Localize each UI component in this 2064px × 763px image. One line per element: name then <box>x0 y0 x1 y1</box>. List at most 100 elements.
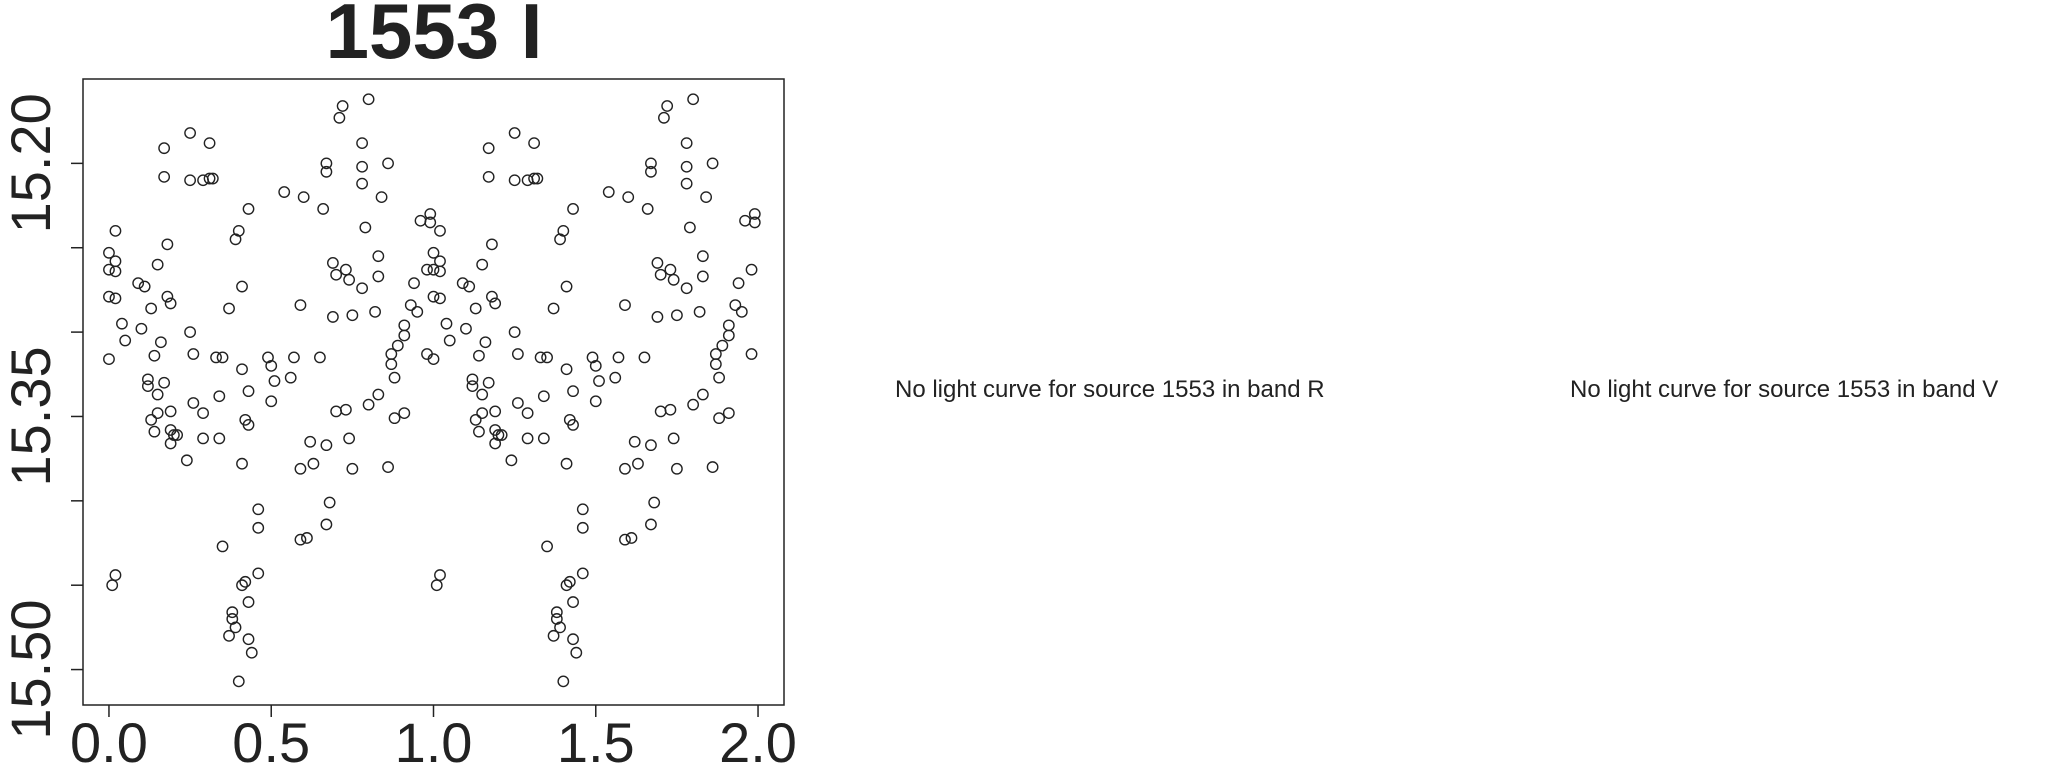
data-point <box>521 432 534 445</box>
data-point <box>537 390 550 403</box>
data-point <box>531 172 544 185</box>
data-point <box>372 388 385 401</box>
data-point <box>745 348 758 360</box>
data-point <box>330 268 343 281</box>
data-point <box>388 412 401 425</box>
data-point <box>252 567 265 580</box>
data-point <box>745 263 758 276</box>
data-point <box>317 203 330 215</box>
data-point <box>245 646 258 659</box>
data-point <box>492 429 505 441</box>
data-point <box>297 191 310 204</box>
data-point <box>700 191 713 204</box>
data-point <box>479 336 492 349</box>
y-axis: 15.20 15.35 15.50 <box>0 93 83 740</box>
data-point <box>414 214 427 227</box>
data-point <box>164 297 177 310</box>
data-point <box>320 439 333 452</box>
data-point <box>671 462 683 475</box>
data-point <box>359 221 372 234</box>
data-point <box>326 257 339 269</box>
data-point <box>116 317 128 330</box>
data-point <box>664 263 677 276</box>
data-point <box>589 395 602 408</box>
data-point <box>239 575 252 588</box>
data-point <box>382 157 394 170</box>
data-point <box>489 405 502 418</box>
data-point <box>197 432 209 445</box>
data-point <box>109 224 122 237</box>
data-point <box>242 419 255 431</box>
data-point <box>612 351 625 364</box>
data-point <box>729 299 742 312</box>
data-point <box>671 309 683 322</box>
data-point <box>382 461 394 473</box>
data-point <box>180 454 193 467</box>
data-point <box>408 277 420 290</box>
data-point <box>732 277 745 290</box>
data-point <box>735 305 748 318</box>
data-point <box>294 462 307 475</box>
data-point <box>343 432 356 445</box>
data-point <box>356 160 369 173</box>
data-point <box>680 282 693 295</box>
data-point <box>142 380 154 392</box>
data-point <box>184 127 196 139</box>
data-point <box>158 142 171 155</box>
data-point <box>398 407 411 419</box>
data-point <box>693 305 706 318</box>
data-point <box>567 203 579 215</box>
y-tick-label: 15.20 <box>0 93 62 233</box>
data-point <box>508 127 521 139</box>
data-point <box>242 596 255 608</box>
data-point <box>560 280 573 293</box>
data-point <box>206 172 219 185</box>
plot-frame <box>82 78 785 706</box>
data-point <box>722 329 735 342</box>
data-point <box>138 280 151 293</box>
data-point <box>667 273 680 286</box>
data-point <box>589 359 602 372</box>
data-point <box>369 305 381 318</box>
data-point <box>482 142 495 155</box>
data-point <box>161 290 174 303</box>
data-point <box>560 579 573 592</box>
data-point <box>109 292 122 305</box>
data-point <box>619 462 631 475</box>
data-point <box>278 186 291 198</box>
data-point <box>434 569 446 581</box>
data-point <box>709 358 722 371</box>
data-point <box>434 255 446 268</box>
x-tick-label: 1.5 <box>557 711 635 763</box>
data-point <box>463 280 476 293</box>
data-point <box>424 216 437 229</box>
data-point <box>570 646 583 659</box>
data-point <box>654 268 667 281</box>
data-point <box>333 111 346 124</box>
data-point <box>242 385 255 398</box>
data-point <box>645 439 657 452</box>
data-point <box>356 177 369 190</box>
data-point <box>722 319 735 332</box>
data-point <box>314 351 326 364</box>
data-point <box>236 363 248 376</box>
data-point <box>469 413 482 426</box>
data-point <box>161 238 174 251</box>
data-point <box>648 496 661 509</box>
data-point <box>511 397 524 409</box>
data-point <box>505 454 518 467</box>
data-point <box>550 606 563 619</box>
data-point <box>521 407 534 419</box>
data-point <box>628 435 641 448</box>
data-point <box>508 174 521 187</box>
data-point <box>307 457 320 470</box>
no-light-curve-band-r: No light curve for source 1553 in band R <box>895 376 1325 403</box>
data-point <box>658 111 670 124</box>
data-point <box>602 186 615 198</box>
data-point <box>427 290 440 303</box>
data-point <box>434 292 446 305</box>
data-point <box>541 540 553 553</box>
data-point <box>265 359 278 372</box>
data-point <box>145 413 158 426</box>
data-point <box>184 174 196 187</box>
